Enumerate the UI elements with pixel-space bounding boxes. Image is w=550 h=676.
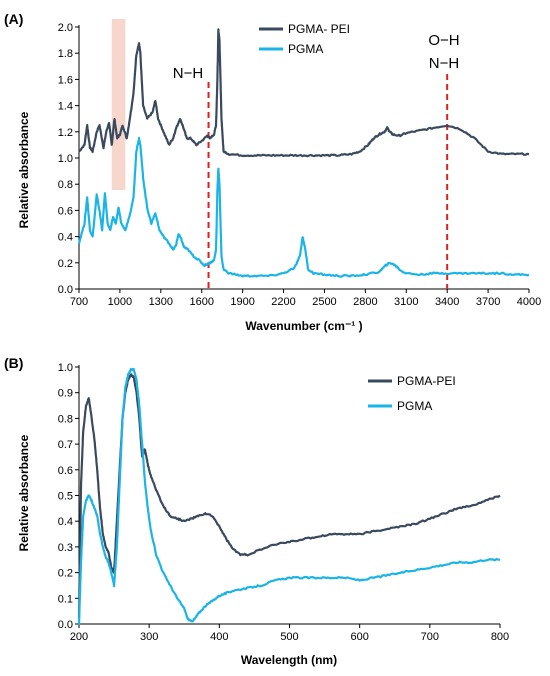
y-tick-label-a: 0.0	[58, 284, 73, 296]
y-tick-label-b: 0.7	[58, 439, 73, 451]
y-tick-label-a: 0.2	[58, 258, 73, 270]
x-tick-label-b: 700	[421, 631, 439, 643]
y-tick-label-b: 0.0	[58, 619, 73, 631]
y-tick-label-a: 2.0	[58, 22, 73, 34]
y-tick-label-a: 0.6	[58, 205, 73, 217]
x-tick-label-b: 200	[70, 631, 88, 643]
x-tick-label-a: 4000	[517, 296, 541, 308]
series-line-pgma-b	[77, 367, 501, 625]
y-tick-label-b: 0.6	[58, 465, 73, 477]
x-tick-label-a: 1300	[149, 296, 173, 308]
x-tick-label-a: 1600	[189, 296, 213, 308]
y-tick-label-b: 0.2	[58, 568, 73, 580]
panel-a-xlabel: Wavenumber (cm⁻¹ )	[245, 319, 362, 333]
x-tick-label-a: 2500	[312, 296, 336, 308]
y-tick-label-a: 0.4	[58, 232, 73, 244]
x-tick-label-a: 3400	[435, 296, 459, 308]
x-tick-label-b: 400	[210, 631, 228, 643]
x-tick-label-a: 3700	[476, 296, 500, 308]
x-tick-label-b: 600	[350, 631, 368, 643]
legend-label-pgma-pei: PGMA- PEI	[288, 22, 350, 36]
panel-b-ylabel: Relative absorbance	[17, 434, 31, 551]
y-tick-label-a: 1.4	[58, 101, 73, 113]
series-line-pgma-pei-a	[78, 28, 530, 158]
annotation-oh-3400: O−H	[428, 32, 459, 49]
panel-b-ylabel-group: Relative absorbance	[17, 434, 31, 551]
x-tick-label-b: 300	[140, 631, 158, 643]
panel-a-label: (A)	[4, 11, 23, 27]
panel-b-label: (B)	[4, 355, 23, 371]
y-tick-label-b: 0.1	[58, 593, 73, 605]
y-tick-label-b: 0.5	[58, 491, 73, 503]
x-tick-label-a: 1900	[230, 296, 254, 308]
panel-b-legend: PGMA-PEI PGMA	[368, 374, 456, 413]
panel-a-legend: PGMA- PEI PGMA	[259, 22, 350, 56]
chart-marks: 700 1000 1300 1600 1900 2200 2500 2800 3100 3400 3…	[58, 19, 541, 643]
y-tick-label-a: 1.6	[58, 74, 73, 86]
x-tick-label-a: 700	[70, 296, 88, 308]
x-tick-label-b: 800	[491, 631, 509, 643]
x-tick-label-a: 1000	[108, 296, 132, 308]
y-tick-label-b: 0.3	[58, 542, 73, 554]
legend-label-pgma-b: PGMA	[397, 399, 432, 413]
y-tick-label-a: 0.8	[58, 179, 73, 191]
series-line-pgma-a	[77, 136, 530, 278]
panel-a-ylabel-group: Relative absorbance	[17, 111, 31, 228]
series-line-pgma-pei-b	[77, 373, 501, 619]
y-tick-label-b: 1.0	[58, 362, 73, 374]
annotation-nh-3400: N−H	[429, 55, 459, 72]
y-tick-label-a: 1.8	[58, 48, 73, 60]
highlight-band	[111, 19, 126, 190]
legend-label-pgma: PGMA	[288, 42, 323, 56]
x-tick-label-a: 2200	[271, 296, 295, 308]
x-tick-label-a: 2800	[353, 296, 377, 308]
legend-label-pgma-pei-b: PGMA-PEI	[397, 374, 456, 388]
x-tick-label-b: 500	[280, 631, 298, 643]
annotation-nh-1650: N−H	[173, 65, 203, 82]
y-tick-label-b: 0.8	[58, 413, 73, 425]
y-tick-label-b: 0.9	[58, 388, 73, 400]
y-tick-label-a: 1.0	[58, 153, 73, 165]
panel-a-ylabel: Relative absorbance	[17, 111, 31, 228]
y-tick-label-b: 0.4	[58, 516, 73, 528]
panel-b-xlabel: Wavelength (nm)	[241, 653, 337, 667]
y-tick-label-a: 1.2	[58, 127, 73, 139]
x-tick-label-a: 3100	[394, 296, 418, 308]
